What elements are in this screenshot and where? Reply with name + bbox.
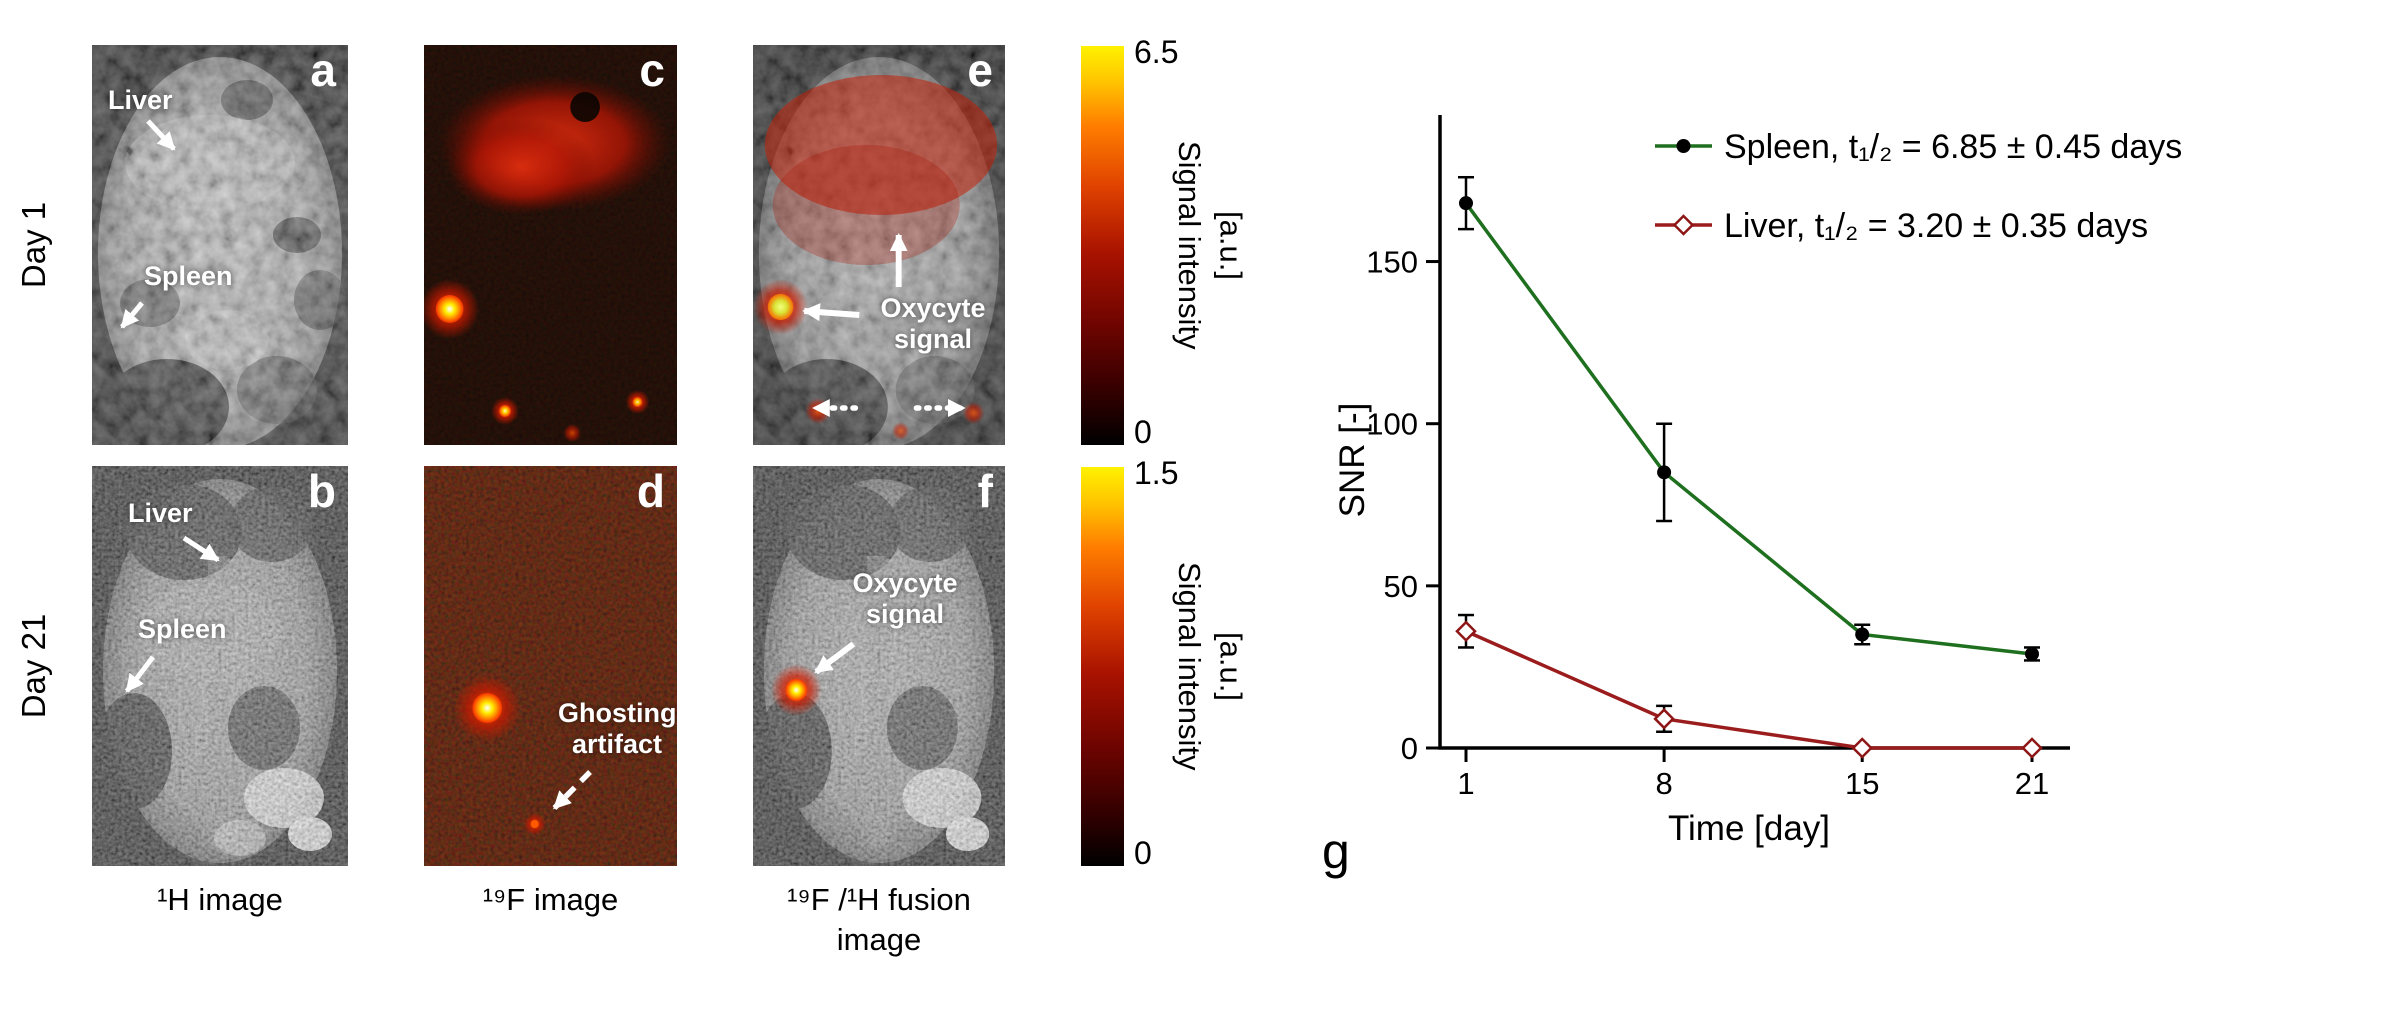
spleen-marker <box>1855 627 1870 642</box>
liver-marker <box>1653 708 1675 730</box>
panel-letter-f: f <box>977 466 993 517</box>
caption-fusion-line1: ¹⁹F /¹H fusion <box>787 882 971 917</box>
colorbar-day21-label: Signal intensity [a.u.] <box>1168 466 1252 866</box>
y-tick-label: 100 <box>1366 407 1418 442</box>
colorbar-day21-label-line1: Signal intensity <box>1171 561 1207 771</box>
row-label-day1: Day 1 <box>15 201 52 289</box>
panel-e-art <box>753 45 1005 445</box>
panel-f-art <box>753 466 1005 866</box>
legend-marker-spleen <box>1676 139 1691 153</box>
oxycyte-annotation: Oxycyte signal <box>837 568 973 630</box>
oxycyte-line1: Oxycyte <box>852 568 958 598</box>
colorbar-day1-max: 6.5 <box>1134 34 1179 70</box>
colorbar-day21-max: 1.5 <box>1134 455 1179 491</box>
panel-d-art <box>424 466 677 866</box>
ghosting-annotation: Ghosting artifact <box>558 698 676 760</box>
x-tick-label: 21 <box>2015 766 2049 801</box>
panel-letter-d: d <box>636 466 665 517</box>
oxycyte-annotation: Oxycyte signal <box>865 293 1001 355</box>
y-tick-label: 0 <box>1401 731 1418 766</box>
spleen-marker <box>2025 646 2039 661</box>
panel-letter-c: c <box>639 45 665 96</box>
spleen-annotation: Spleen <box>138 614 227 644</box>
panel-a-1h-day1: Liver Spleen a <box>92 45 348 445</box>
panel-e-fusion-day1: Oxycyte signal e <box>753 45 1005 445</box>
liver-arrow-icon <box>182 535 220 563</box>
snr-chart: 0 50 100 150 1 8 15 21 SNR [-] Time [day] Spleen, … <box>1333 115 2182 848</box>
legend-label-liver: Liver, t₁/₂ = 3.20 ± 0.35 days <box>1724 207 2148 245</box>
caption-fusion: ¹⁹F /¹H fusion image <box>718 880 1040 961</box>
liver-annotation: Liver <box>128 498 193 528</box>
colorbar-day1-label-line1: Signal intensity <box>1171 140 1207 350</box>
panel-c-19f-day1: c <box>424 45 677 445</box>
liver-arrow-icon <box>146 119 176 151</box>
oxycyte-line1: Oxycyte <box>880 293 986 323</box>
spleen-annotation: Spleen <box>144 261 233 291</box>
x-axis-label: Time [day] <box>1668 809 1830 848</box>
caption-19f: ¹⁹F image <box>482 882 619 917</box>
panel-c-art <box>424 45 677 445</box>
panel-f-fusion-day21: Oxycyte signal f <box>753 466 1005 866</box>
colorbar-day1-label: Signal intensity [a.u.] <box>1168 45 1252 445</box>
ghosting-line2: artifact <box>571 729 663 760</box>
spleen-series-line <box>1464 202 2033 656</box>
panel-d-19f-day21: Ghosting artifact d <box>424 466 677 866</box>
colorbar-day21-min: 0 <box>1134 835 1152 871</box>
liver-series-line <box>1465 629 2032 750</box>
panel-a-art <box>92 45 348 445</box>
legend-label-spleen: Spleen, t₁/₂ = 6.85 ± 0.45 days <box>1724 128 2182 166</box>
liver-annotation: Liver <box>108 85 173 115</box>
panel-letter-g: g <box>1322 823 1350 879</box>
caption-fusion-line2: image <box>836 922 922 958</box>
caption-1h: ¹H image <box>157 882 283 917</box>
panel-b-1h-day21: Liver Spleen b <box>92 466 348 866</box>
x-tick-label: 8 <box>1655 766 1672 801</box>
colorbar-day21-label-line2: [a.u.] <box>1213 631 1249 701</box>
colorbar-day1-min: 0 <box>1134 414 1152 450</box>
legend-marker-liver <box>1672 214 1695 236</box>
ghosting-arrow-icon <box>552 770 592 810</box>
oxycyte-arrow-icon <box>814 641 856 675</box>
spleen-marker <box>1657 465 1672 480</box>
spleen-arrow-icon <box>120 301 144 329</box>
panel-letter-b: b <box>307 466 336 517</box>
spleen-marker <box>1459 196 1473 211</box>
panel-b-art <box>92 466 348 866</box>
liver-marker <box>2021 737 2043 759</box>
liver-marker <box>1851 737 1873 759</box>
x-tick-label: 1 <box>1457 766 1474 801</box>
x-tick-label: 15 <box>1845 766 1879 801</box>
colorbar-day21 <box>1081 467 1124 866</box>
oxycyte-left-arrow-icon <box>802 303 860 322</box>
y-tick-label: 50 <box>1384 569 1418 604</box>
panel-letter-e: e <box>967 45 993 96</box>
ghosting-line1: Ghosting <box>558 698 677 728</box>
oxycyte-line2: signal <box>865 599 945 630</box>
y-tick-label: 150 <box>1366 245 1418 280</box>
liver-marker <box>1455 620 1477 643</box>
spleen-arrow-icon <box>125 655 155 693</box>
row-label-day21: Day 21 <box>15 613 52 719</box>
colorbar-day1 <box>1081 46 1124 445</box>
colorbar-day1-label-line2: [a.u.] <box>1213 210 1249 280</box>
y-axis-label: SNR [-] <box>1333 403 1372 518</box>
oxycyte-line2: signal <box>893 324 973 355</box>
panel-letter-a: a <box>310 45 336 96</box>
